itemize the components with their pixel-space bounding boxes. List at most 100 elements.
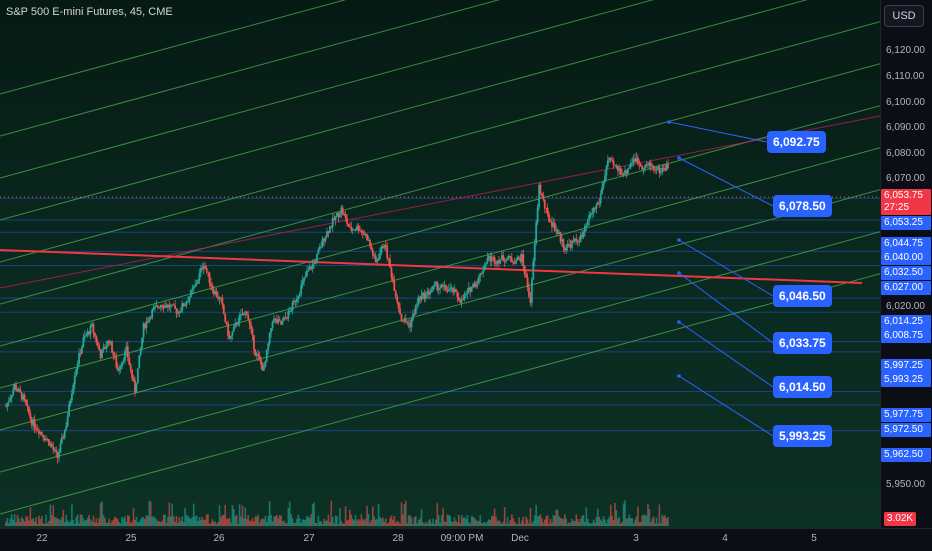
price-chart[interactable] xyxy=(0,0,880,528)
volume-bar xyxy=(513,521,516,526)
volume-bar xyxy=(234,516,237,526)
candle-body xyxy=(36,429,39,431)
candle-body xyxy=(211,285,214,291)
candle-body xyxy=(426,291,429,294)
volume-bar xyxy=(425,521,427,526)
candle-body xyxy=(240,313,242,316)
volume-bar xyxy=(598,517,601,526)
candle-body xyxy=(169,305,172,308)
price-tick: 6,090.00 xyxy=(886,122,925,133)
volume-bar xyxy=(564,514,566,526)
level-badge: 6,008.75 xyxy=(881,329,931,343)
volume-bar xyxy=(372,506,374,526)
candle-body xyxy=(635,157,638,162)
candle-body xyxy=(462,299,464,301)
time-axis[interactable] xyxy=(0,528,932,551)
candle-body xyxy=(59,443,62,453)
candle-body xyxy=(60,437,63,444)
price-label-5993-25[interactable]: 5,993.25 xyxy=(773,425,832,447)
candle-body xyxy=(631,162,634,164)
candle-body xyxy=(161,305,164,307)
candle-body xyxy=(351,229,354,231)
volume-bar xyxy=(106,522,109,526)
volume-bar xyxy=(599,519,602,526)
candle-body xyxy=(295,298,298,303)
candle-body xyxy=(83,335,86,338)
candle-body xyxy=(403,318,406,322)
volume-bar xyxy=(637,506,639,526)
volume-bar xyxy=(473,517,476,526)
volume-bar xyxy=(624,500,626,526)
volume-bar xyxy=(91,521,93,526)
volume-bar xyxy=(512,517,515,526)
volume-bar xyxy=(111,520,113,526)
volume-bar xyxy=(274,516,277,526)
candle-body xyxy=(353,229,356,231)
currency-button[interactable]: USD xyxy=(884,5,924,27)
volume-bar xyxy=(280,515,282,526)
candle-body xyxy=(300,285,303,295)
candle-body xyxy=(195,283,198,285)
volume-bar xyxy=(370,520,373,526)
candle-body xyxy=(96,342,99,346)
volume-bar xyxy=(313,502,315,526)
candle-body xyxy=(188,296,191,302)
candle-body xyxy=(138,355,141,369)
candle-body xyxy=(662,167,665,169)
volume-bar xyxy=(253,521,255,526)
candle-body xyxy=(264,361,267,368)
price-label-6078-50[interactable]: 6,078.50 xyxy=(773,195,832,217)
volume-bar xyxy=(480,523,483,526)
candle-body xyxy=(442,284,444,287)
candle-body xyxy=(430,289,433,293)
candle-body xyxy=(499,259,502,264)
candle-body xyxy=(148,317,151,322)
volume-bar xyxy=(55,517,57,526)
volume-bar xyxy=(622,503,625,526)
candle-body xyxy=(393,280,396,291)
volume-bar xyxy=(535,504,537,526)
volume-bar xyxy=(645,515,648,526)
annotation-connector xyxy=(678,272,774,344)
volume-bar xyxy=(641,515,644,526)
candle-body xyxy=(516,256,519,261)
volume-bar xyxy=(433,523,436,526)
candle-body xyxy=(314,262,317,264)
candle-body xyxy=(632,158,635,163)
candle-body xyxy=(413,313,416,315)
price-label-6014-50[interactable]: 6,014.50 xyxy=(773,376,832,398)
candle-body xyxy=(78,352,80,364)
volume-bar xyxy=(116,519,119,526)
volume-bar xyxy=(303,519,305,526)
volume-bar xyxy=(635,516,638,526)
volume-bar xyxy=(264,515,267,526)
candle-body xyxy=(394,290,397,297)
level-badge: 6,027.00 xyxy=(881,281,931,295)
price-label-6046-50[interactable]: 6,046.50 xyxy=(773,285,832,307)
volume-bar xyxy=(393,515,396,526)
candle-body xyxy=(331,218,334,227)
volume-bar xyxy=(56,518,59,526)
volume-bar xyxy=(12,519,14,526)
volume-bar xyxy=(453,517,456,526)
candle-body xyxy=(158,307,161,309)
volume-bar xyxy=(489,520,492,526)
volume-bar xyxy=(115,517,118,526)
candle-body xyxy=(645,164,648,166)
volume-bar xyxy=(58,518,60,526)
volume-bar xyxy=(185,515,188,526)
volume-bar xyxy=(138,521,141,526)
candle-body xyxy=(581,235,583,238)
candle-body xyxy=(602,182,605,188)
candle-body xyxy=(432,285,434,290)
price-label-6092-75[interactable]: 6,092.75 xyxy=(767,131,826,153)
volume-bar xyxy=(254,516,257,526)
price-label-6033-75[interactable]: 6,033.75 xyxy=(773,332,832,354)
candle-body xyxy=(492,257,495,259)
volume-bar xyxy=(172,516,175,526)
candle-body xyxy=(518,256,520,258)
volume-bar xyxy=(306,515,308,526)
candle-body xyxy=(333,218,336,220)
volume-bar xyxy=(48,520,50,526)
candle-body xyxy=(306,271,308,277)
